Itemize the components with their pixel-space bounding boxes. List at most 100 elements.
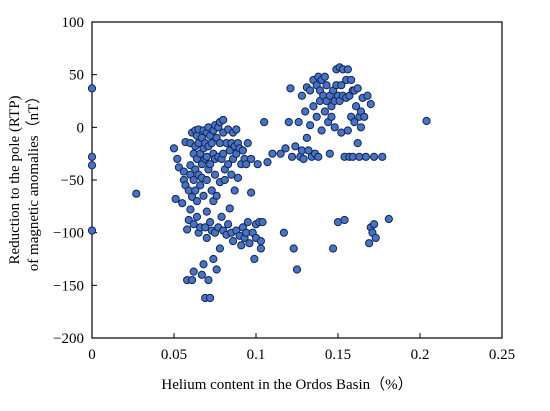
data-point [258, 218, 267, 227]
data-point [284, 117, 293, 127]
data-point [238, 146, 247, 155]
data-point [171, 194, 180, 204]
data-point [328, 244, 338, 253]
data-point [361, 152, 370, 161]
data-point [363, 91, 372, 100]
data-point [245, 239, 254, 248]
data-point [320, 72, 329, 81]
data-point [289, 244, 298, 253]
x-tick-label: 0.25 [489, 347, 515, 363]
data-point [201, 223, 210, 232]
data-point [314, 152, 323, 161]
data-point [256, 236, 266, 246]
data-point [210, 170, 220, 179]
data-point [189, 175, 198, 185]
data-point [378, 152, 387, 161]
data-point [343, 65, 352, 74]
data-point [256, 244, 266, 253]
data-point [304, 146, 313, 155]
data-point [263, 157, 272, 167]
data-point [202, 175, 211, 185]
data-point [350, 117, 359, 127]
data-point [287, 152, 297, 161]
y-axis-title-line1: Reduction to the pole (RTP) [7, 95, 23, 264]
x-axis-title: Helium content in the Ordos Basin（%） [161, 376, 412, 393]
x-tick-label: 0.15 [325, 347, 351, 363]
scatter-points [87, 63, 431, 303]
data-point [87, 152, 97, 161]
data-point [202, 152, 211, 161]
data-point [207, 186, 216, 195]
plot-border [91, 21, 503, 339]
data-point [225, 204, 234, 213]
data-point [205, 160, 215, 169]
data-point [343, 126, 352, 135]
data-point [356, 123, 366, 132]
data-point [132, 189, 141, 198]
data-point [202, 233, 211, 243]
data-point [322, 81, 331, 90]
data-point [246, 188, 256, 197]
data-point [220, 175, 229, 185]
data-point [302, 133, 311, 142]
data-point [186, 205, 195, 214]
data-point [215, 244, 225, 253]
x-tick-label: 0.1 [247, 347, 266, 363]
data-point [219, 149, 228, 158]
data-point [199, 260, 208, 269]
data-point [178, 199, 187, 208]
data-point [325, 149, 334, 158]
data-point [268, 149, 277, 158]
y-tick-label: 0 [77, 120, 85, 136]
data-point [207, 139, 216, 148]
data-point [384, 214, 393, 224]
data-point [87, 161, 97, 170]
data-point [202, 207, 211, 216]
x-tick-label: 0.2 [411, 347, 430, 363]
data-point [237, 241, 246, 250]
data-point [279, 228, 288, 237]
data-point [224, 220, 233, 229]
data-point [230, 186, 239, 195]
x-tick-label: 0.05 [161, 347, 187, 363]
axis-tick-labels: 0 0.05 0.1 0.15 0.2 0.25 100 50 0 −50 −100 −150 −200 [53, 15, 515, 363]
data-point [204, 275, 213, 285]
data-point [369, 152, 379, 161]
data-point [219, 115, 228, 125]
data-point [281, 144, 290, 153]
data-point [276, 149, 285, 158]
data-point [192, 196, 202, 206]
data-point [189, 220, 198, 229]
data-point [250, 254, 259, 264]
data-point [351, 102, 361, 111]
x-tick-label: 0 [88, 347, 96, 363]
data-point [233, 173, 243, 182]
data-point [369, 220, 379, 229]
data-point [246, 154, 256, 164]
data-point [337, 81, 346, 90]
data-point [299, 154, 308, 164]
data-point [286, 84, 295, 93]
data-point [365, 239, 374, 248]
y-axis-title-line2: of magnetic anomalies（nT） [25, 89, 42, 271]
data-point [196, 181, 205, 190]
data-point [360, 112, 369, 121]
data-point [199, 191, 208, 200]
data-point [191, 186, 200, 195]
data-point [353, 139, 362, 148]
data-point [189, 267, 198, 276]
data-point [173, 154, 182, 164]
data-point [243, 139, 252, 148]
y-tick-label: 100 [62, 15, 85, 31]
data-point [306, 121, 315, 130]
data-point [317, 126, 326, 135]
data-point [205, 293, 215, 303]
data-point [309, 102, 318, 111]
data-point [260, 117, 269, 127]
data-point [227, 170, 236, 179]
data-point [297, 91, 307, 100]
data-point [224, 160, 233, 169]
data-point [306, 86, 315, 95]
data-point [192, 212, 202, 221]
